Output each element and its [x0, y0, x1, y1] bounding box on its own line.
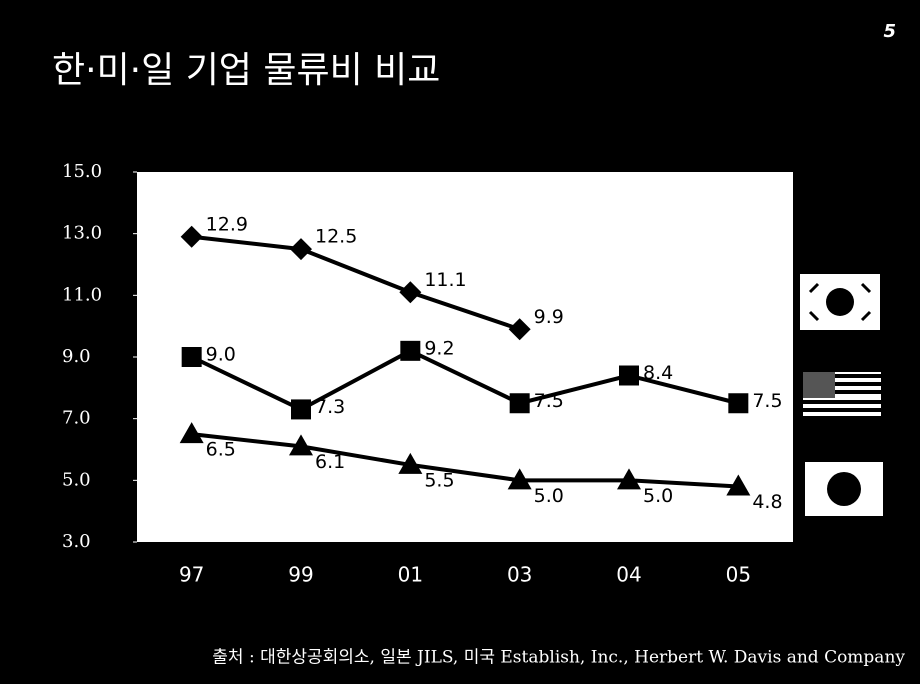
marker: [619, 365, 639, 386]
data-label: 7.3: [315, 396, 345, 418]
marker: [617, 468, 641, 490]
marker: [289, 434, 313, 456]
marker: [180, 225, 203, 248]
y-tick-label: 7.0: [62, 408, 91, 429]
series-line: [190, 348, 739, 412]
data-label: 6.5: [206, 439, 236, 461]
x-tick-label: 97: [179, 563, 204, 587]
marker: [728, 393, 749, 414]
data-label: 4.8: [752, 491, 782, 513]
marker: [399, 281, 422, 304]
data-label: 9.2: [424, 337, 454, 359]
series-line: [191, 432, 739, 489]
y-tick-label: 13.0: [62, 223, 102, 244]
y-tick-label: 11.0: [62, 284, 102, 305]
marker: [509, 393, 530, 414]
data-label: 7.5: [752, 390, 782, 412]
x-tick-label: 04: [616, 563, 641, 587]
marker: [179, 422, 204, 444]
data-label: 5.5: [424, 469, 454, 491]
data-label: 9.0: [206, 344, 236, 366]
data-label: 8.4: [643, 362, 673, 384]
series-line: [191, 234, 521, 332]
marker: [400, 340, 421, 361]
data-label: 6.1: [315, 451, 345, 473]
data-label: 12.9: [206, 213, 248, 235]
y-tick-label: 5.0: [62, 469, 91, 490]
legend-flags: [800, 274, 883, 516]
flag-korea: [800, 274, 880, 330]
marker: [726, 474, 751, 496]
data-label: 11.1: [424, 269, 466, 291]
x-tick-label: 01: [398, 563, 423, 587]
x-tick-label: 05: [726, 563, 751, 587]
page-number: 5: [883, 21, 896, 42]
x-tick-label: 99: [288, 563, 313, 587]
marker: [507, 468, 532, 490]
x-tick-label: 03: [507, 563, 532, 587]
source-note: 출처 : 대한상공회의소, 일본 JILS, 미국 Establish, Inc…: [212, 648, 905, 668]
flag-usa: [803, 372, 881, 420]
data-label: 9.9: [534, 306, 564, 328]
plot-area: [137, 172, 793, 542]
marker: [508, 318, 531, 341]
y-tick-label: 3.0: [62, 531, 91, 552]
data-label: 12.5: [315, 226, 357, 248]
flag-japan: [805, 462, 883, 516]
marker: [181, 347, 202, 367]
y-tick-label: 15.0: [62, 161, 102, 182]
marker: [291, 399, 311, 420]
data-label: 5.0: [643, 485, 673, 507]
data-label: 7.5: [534, 390, 564, 412]
chart-title: 한·미·일 기업 물류비 비교: [52, 50, 440, 91]
marker: [290, 238, 312, 261]
y-tick-label: 9.0: [62, 346, 91, 367]
data-label: 5.0: [534, 485, 564, 507]
marker: [398, 452, 423, 474]
